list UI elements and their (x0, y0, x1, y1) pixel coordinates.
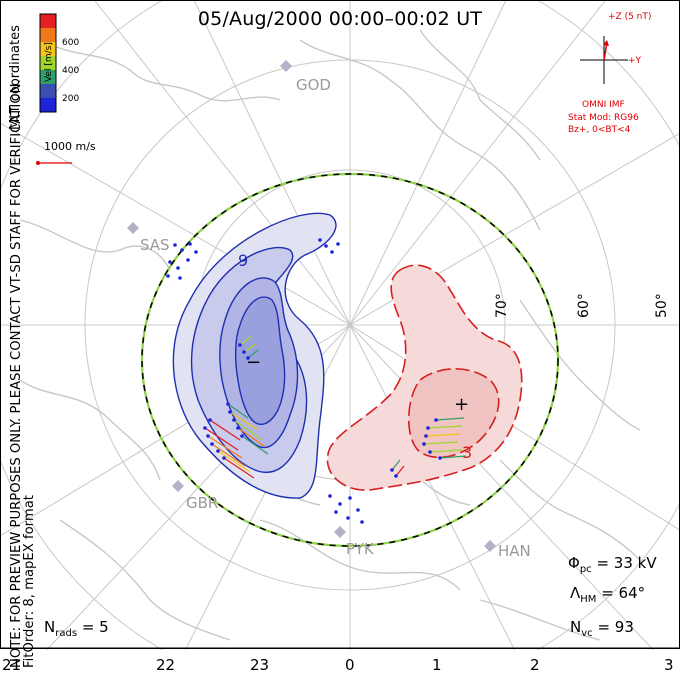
coastlines (19, 29, 641, 641)
scattered-points (166, 238, 364, 524)
stat-n-rads: Nrads = 5 (44, 618, 109, 639)
imf-source: OMNI IMF (582, 100, 625, 110)
scale-tick-200: 200 (62, 94, 80, 104)
latitude-label-60: 60° (576, 293, 592, 318)
colorbar-swatch (40, 98, 56, 112)
colorbar-swatch (40, 84, 56, 98)
negative-cell-marker: − (246, 352, 262, 373)
colorbar-frame (39, 13, 57, 113)
mlt-label-0: 0 (345, 656, 355, 674)
scale-tick-400: 400 (62, 66, 80, 76)
vector-origins-dusk (203, 343, 250, 460)
colorbar-swatch (40, 56, 56, 70)
mlt-label-1: 1 (432, 656, 442, 674)
mlt-label-23: 23 (250, 656, 270, 674)
station-label-sas: SAS (140, 236, 170, 254)
positive-contour-label: 3 (462, 443, 473, 462)
preview-note-line2: FitOrder: 8, mapEX format (22, 495, 37, 668)
negative-contour-label: 9 (238, 251, 249, 270)
latitude-label-50: 50° (654, 293, 670, 318)
imf-model: Stat Mod: RG96 (568, 113, 639, 123)
preview-note: NOTE: FOR PREVIEW PURPOSES ONLY. PLEASE … (9, 79, 37, 668)
colorbar-swatch (40, 70, 56, 84)
mlt-label-3: 3 (664, 656, 674, 674)
imf-condition: Bz+, 0<BT<4 (568, 125, 631, 135)
stat-phi-pc: Φpc = 33 kV (568, 554, 657, 575)
coord-label: MLT coordinates (8, 25, 23, 130)
station-markers (127, 60, 496, 552)
negative-cell (172, 212, 337, 499)
positive-cell-marker: + (454, 394, 470, 415)
map-title: 05/Aug/2000 00:00–00:02 UT (197, 8, 483, 30)
reference-vector-label: 1000 m/s (44, 140, 96, 153)
velocity-vectors-dawn (391, 417, 467, 477)
colorbar-swatch (40, 28, 56, 42)
velocity-colorbar (39, 13, 57, 113)
positive-cell (326, 264, 523, 491)
scale-tick-600: 600 (62, 38, 80, 48)
reference-vector (36, 161, 72, 165)
colorbar-swatch (40, 42, 56, 56)
station-label-han: HAN (498, 542, 531, 560)
velocity-vectors-dusk (204, 335, 269, 479)
stat-n-vc: Nvc = 93 (570, 618, 634, 639)
station-label-god: GOD (296, 76, 331, 94)
mlt-label-2: 2 (530, 656, 540, 674)
imf-z-label: +Z (5 nT) (608, 12, 652, 22)
imf-y-label: +Y (628, 56, 642, 66)
imf-clock (580, 36, 628, 84)
latitude-label-70: 70° (494, 293, 510, 318)
station-label-pyk: PYK (346, 540, 374, 558)
station-label-gbr: GBR (186, 494, 219, 512)
vector-origins-dawn (390, 418, 442, 478)
colorbar-swatch (40, 14, 56, 28)
velocity-scale-label: Vel [m/s] (44, 42, 54, 82)
mlt-label-22: 22 (156, 656, 176, 674)
stat-lambda-hm: ΛHM = 64° (570, 584, 646, 605)
mlt-label-21: 21 (2, 656, 22, 674)
